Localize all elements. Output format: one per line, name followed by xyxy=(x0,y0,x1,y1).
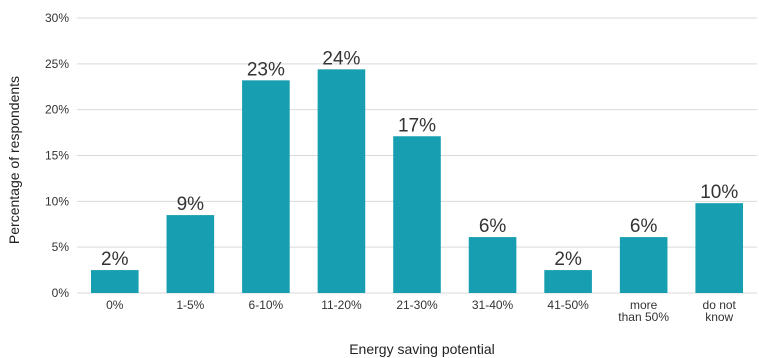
data-label: 2% xyxy=(101,249,129,270)
x-axis-title: Energy saving potential xyxy=(349,341,495,357)
data-label: 9% xyxy=(177,194,205,215)
x-tick-label: 21-30% xyxy=(396,298,438,312)
bar xyxy=(468,237,517,293)
bar xyxy=(544,270,592,293)
data-label: 10% xyxy=(700,182,738,203)
bar xyxy=(90,270,139,293)
data-label: 6% xyxy=(479,216,507,237)
data-label: 24% xyxy=(322,48,360,69)
x-tick-label: 0% xyxy=(106,298,124,312)
data-label: 6% xyxy=(630,216,658,237)
y-axis-ticks: 0% 5% 10% 15% 20% 25% 30% xyxy=(45,11,69,300)
y-tick-label: 20% xyxy=(45,103,69,117)
x-tick-label: 11-20% xyxy=(321,298,362,312)
x-tick-label: 41-50% xyxy=(547,298,589,312)
bar xyxy=(242,80,290,293)
bar xyxy=(619,237,668,293)
bar xyxy=(393,136,441,293)
bar xyxy=(695,203,744,293)
data-labels: 2% 9% 23% 24% 17% 6% 2% 6% 10% xyxy=(101,48,738,270)
bars xyxy=(90,69,744,293)
y-tick-label: 15% xyxy=(45,149,69,163)
data-label: 2% xyxy=(554,249,582,270)
x-axis-categories: 0% 1-5% 6-10% 11-20% 21-30% 31-40% 41-50% more t… xyxy=(106,298,736,324)
y-tick-label: 25% xyxy=(45,57,69,71)
bar xyxy=(166,215,215,293)
bar xyxy=(317,69,366,293)
data-label: 17% xyxy=(398,115,436,136)
y-tick-label: 5% xyxy=(52,240,70,254)
y-tick-label: 0% xyxy=(52,286,70,300)
x-tick-label: 1-5% xyxy=(176,298,204,312)
x-tick-label: 6-10% xyxy=(249,298,284,312)
y-tick-label: 30% xyxy=(45,11,69,25)
x-tick-label: do not know xyxy=(703,298,737,324)
x-tick-label: more than 50% xyxy=(618,298,669,324)
y-tick-label: 10% xyxy=(45,194,69,208)
data-label: 23% xyxy=(247,59,285,80)
x-tick-label: 31-40% xyxy=(472,298,514,312)
y-axis-title: Percentage of respondents xyxy=(6,76,22,244)
